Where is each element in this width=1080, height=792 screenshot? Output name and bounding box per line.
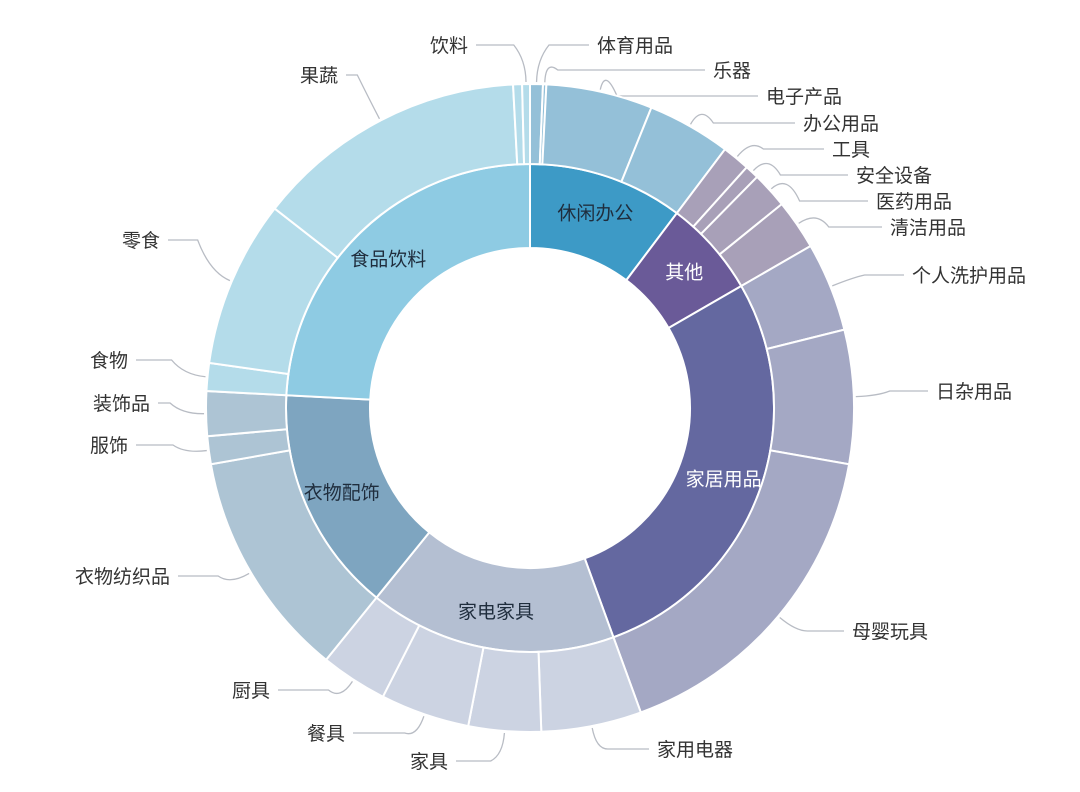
outer-label: 母婴玩具 xyxy=(852,621,928,643)
outer-label: 衣物纺织品 xyxy=(75,566,170,588)
leader-line xyxy=(456,732,506,762)
inner-label: 其他 xyxy=(665,262,703,284)
outer-label: 家用电器 xyxy=(657,739,733,761)
leader-line xyxy=(544,66,705,83)
inner-label: 衣物配饰 xyxy=(304,482,380,504)
outer-label: 家具 xyxy=(410,751,448,773)
outer-label: 医药用品 xyxy=(876,191,952,213)
outer-label: 个人洗护用品 xyxy=(912,265,1026,287)
outer-label: 餐具 xyxy=(307,723,345,745)
outer-label: 服饰 xyxy=(90,435,128,457)
outer-label: 工具 xyxy=(832,139,870,161)
leader-line xyxy=(599,79,758,97)
outer-label: 厨具 xyxy=(232,680,270,702)
outer-label: 果蔬 xyxy=(300,65,338,87)
outer-label: 办公用品 xyxy=(803,113,879,135)
leader-line xyxy=(158,402,205,415)
leader-line xyxy=(752,163,848,176)
outer-segment[interactable] xyxy=(205,389,289,438)
outer-label: 食物 xyxy=(90,350,128,372)
leader-line xyxy=(832,274,904,287)
outer-label: 体育用品 xyxy=(597,35,673,57)
outer-label: 安全设备 xyxy=(856,165,932,187)
outer-segment[interactable] xyxy=(765,328,855,466)
outer-label: 清洁用品 xyxy=(890,217,966,239)
leader-line xyxy=(346,74,381,120)
leader-line xyxy=(798,217,882,228)
leader-line xyxy=(736,144,824,157)
outer-segment[interactable] xyxy=(521,82,531,166)
inner-label: 家电家具 xyxy=(458,601,534,623)
outer-label: 装饰品 xyxy=(93,393,150,415)
leader-line xyxy=(689,113,795,125)
outer-label: 电子产品 xyxy=(766,86,842,108)
leader-line xyxy=(353,716,425,735)
outer-label: 日杂用品 xyxy=(936,381,1012,403)
leader-line xyxy=(168,239,231,282)
leader-line xyxy=(779,617,844,632)
leader-line xyxy=(278,681,353,695)
leader-line xyxy=(476,44,527,83)
leader-line xyxy=(535,44,589,83)
leader-line xyxy=(591,727,649,750)
leader-line xyxy=(178,572,250,581)
inner-label: 家居用品 xyxy=(686,468,762,490)
inner-label: 休闲办公 xyxy=(557,203,633,225)
outer-label: 饮料 xyxy=(430,35,468,57)
leader-line xyxy=(136,359,206,378)
inner-label: 食品饮料 xyxy=(350,249,426,271)
leader-line xyxy=(855,390,928,398)
leader-line xyxy=(136,444,207,452)
leader-lines xyxy=(136,44,928,762)
outer-label: 乐器 xyxy=(713,60,751,82)
outer-label: 零食 xyxy=(122,230,160,252)
leader-line xyxy=(770,182,868,202)
